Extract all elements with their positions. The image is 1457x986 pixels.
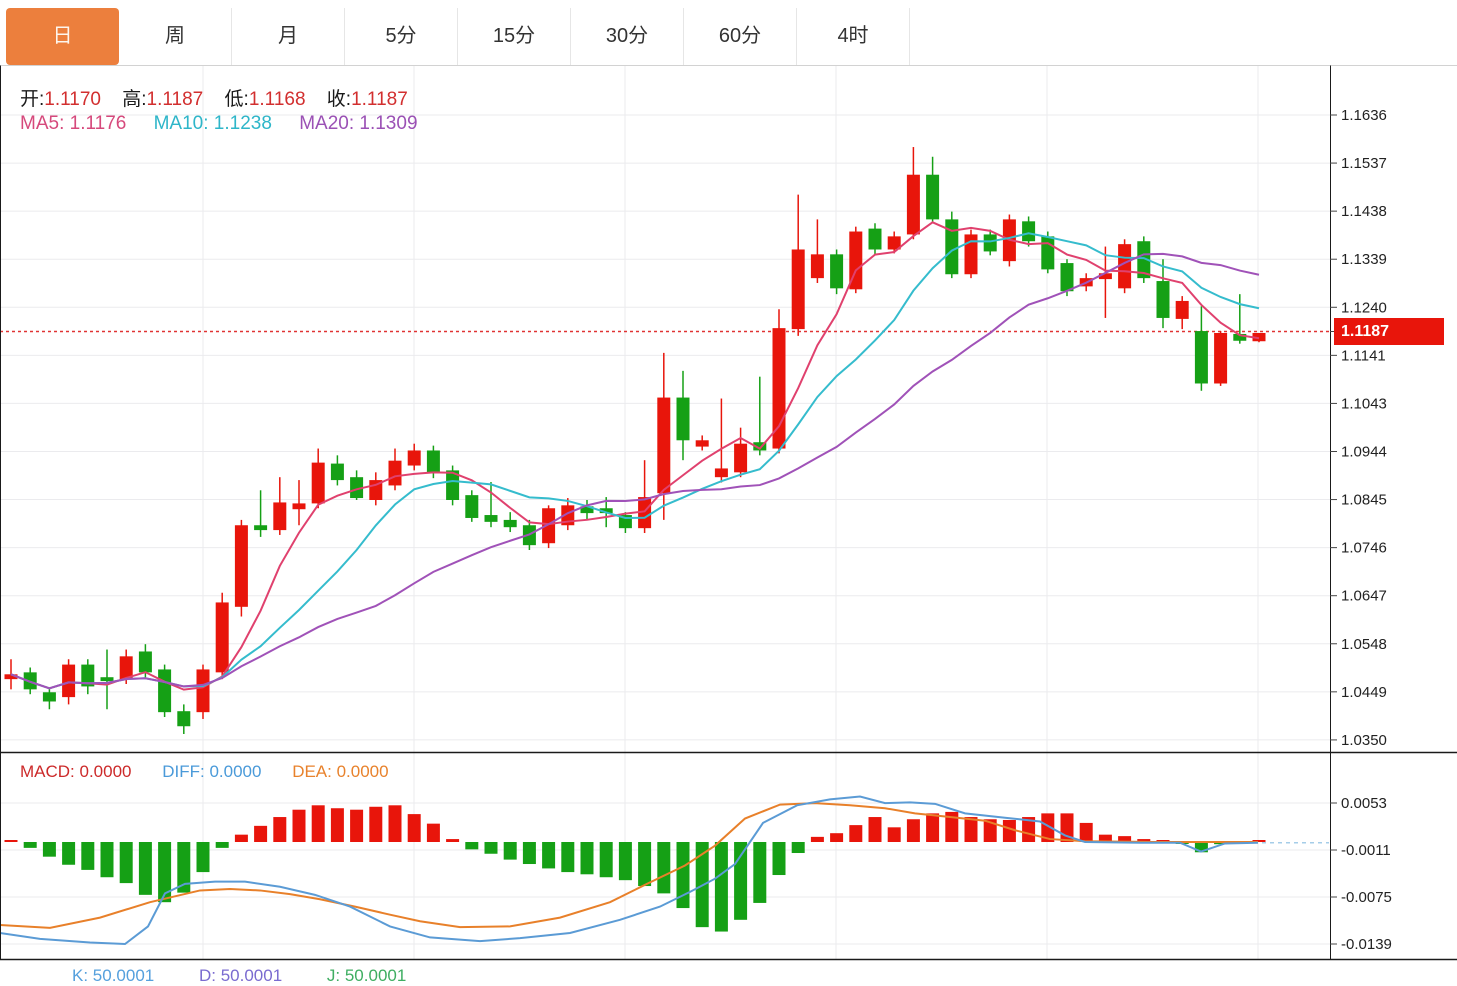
ma10-readout: MA10: 1.1238	[153, 113, 272, 134]
dea-value: DEA: 0.0000	[292, 762, 389, 781]
svg-text:1.0746: 1.0746	[1341, 540, 1387, 557]
panel-frame	[0, 65, 1457, 961]
diff-line	[0, 795, 1259, 946]
close-label: 收:	[326, 89, 352, 110]
close-value: 1.1187	[351, 89, 408, 110]
svg-text:-0.0139: -0.0139	[1341, 936, 1392, 953]
svg-text:0.0053: 0.0053	[1341, 795, 1387, 812]
macd-readout: MACD: 0.0000 DIFF: 0.0000 DEA: 0.0000	[20, 762, 415, 782]
svg-text:-0.0075: -0.0075	[1341, 889, 1392, 906]
svg-text:1.1438: 1.1438	[1341, 203, 1387, 220]
ohlc-readout: 开:1.1170 高:1.1187 低:1.1168 收:1.1187	[20, 84, 424, 111]
dea-line	[0, 802, 1258, 929]
diff-value: DIFF: 0.0000	[162, 762, 262, 781]
macd-value: MACD: 0.0000	[20, 762, 132, 781]
price-axis: 1.1636 1.1537 1.1438 1.1339 1.1240 1.1141 1.10…	[1330, 107, 1392, 953]
high-label: 高:	[122, 89, 147, 110]
low-label: 低:	[224, 89, 249, 110]
low-value: 1.1168	[248, 89, 306, 110]
svg-text:1.0647: 1.0647	[1341, 588, 1387, 605]
tab-day[interactable]: 日	[6, 8, 119, 65]
tab-4hour[interactable]: 4时	[797, 8, 910, 65]
svg-text:1.0548: 1.0548	[1341, 636, 1387, 653]
open-value: 1.1170	[44, 89, 101, 110]
current-price-tag: 1.1187	[1334, 318, 1444, 345]
candles	[4, 147, 1266, 735]
timeframe-tab-bar: 日 周 月 5分 15分 30分 60分 4时	[6, 8, 910, 65]
ma-readout: MA5: 1.1176 MA10: 1.1238 MA20: 1.1309	[20, 113, 440, 135]
svg-text:-0.0011: -0.0011	[1341, 842, 1391, 859]
ma20-line	[10, 252, 1260, 690]
tab-month[interactable]: 月	[232, 8, 345, 65]
tab-15min[interactable]: 15分	[458, 8, 571, 65]
svg-text:1.0944: 1.0944	[1341, 443, 1387, 460]
macd-histogram	[4, 805, 1266, 932]
svg-text:1.0845: 1.0845	[1341, 492, 1387, 509]
ma5-readout: MA5: 1.1176	[20, 113, 127, 134]
j-value: J: 50.0001	[326, 966, 407, 985]
svg-text:1.0350: 1.0350	[1341, 732, 1387, 749]
svg-text:1.1141: 1.1141	[1341, 347, 1386, 364]
svg-text:1.1339: 1.1339	[1341, 251, 1387, 268]
d-value: D: 50.0001	[198, 966, 283, 985]
tab-5min[interactable]: 5分	[345, 8, 458, 65]
high-value: 1.1187	[146, 89, 204, 110]
tab-30min[interactable]: 30分	[571, 8, 684, 65]
tab-60min[interactable]: 60分	[684, 8, 797, 65]
ma20-readout: MA20: 1.1309	[299, 113, 418, 134]
k-value: K: 50.0001	[72, 966, 155, 985]
svg-text:1.1636: 1.1636	[1341, 107, 1387, 124]
svg-text:1.1537: 1.1537	[1341, 155, 1387, 172]
ma5-line	[10, 221, 1260, 691]
svg-text:1.1240: 1.1240	[1341, 299, 1387, 316]
ma10-line	[10, 232, 1260, 690]
open-label: 开:	[20, 89, 45, 110]
tab-week[interactable]: 周	[119, 8, 232, 65]
kdj-readout-clipped: K: 50.0001 D: 50.0001 J: 50.0001	[72, 966, 446, 986]
svg-text:1.1043: 1.1043	[1341, 395, 1387, 412]
gridlines	[0, 65, 1330, 960]
svg-text:1.0449: 1.0449	[1341, 684, 1387, 701]
